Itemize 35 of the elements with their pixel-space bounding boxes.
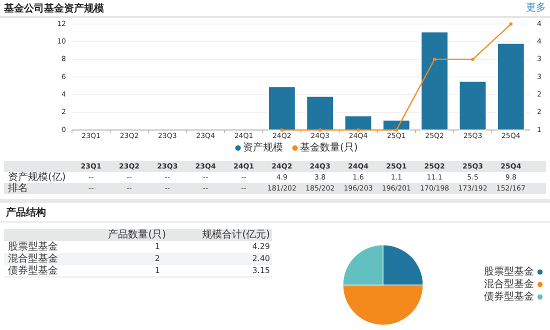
category-label: 混合型基金: [8, 252, 58, 265]
legend-label: 基金数量(只): [300, 142, 358, 154]
legend-label: 资产规模: [243, 142, 283, 154]
data-label: 4.29: [252, 242, 270, 252]
point: [356, 128, 360, 132]
point: [471, 58, 474, 61]
legend-label: 混合型基金: [484, 278, 534, 290]
bar: [458, 81, 487, 130]
text: 排名: [8, 182, 28, 194]
text: 更多: [526, 2, 546, 14]
point: [509, 22, 513, 26]
data-label: 2.40: [252, 254, 270, 264]
data-label: 1: [154, 266, 160, 276]
category-label: 债券型基金: [8, 264, 58, 277]
point: [318, 128, 322, 132]
bar: [497, 43, 525, 130]
data-label: 3.15: [252, 266, 270, 276]
series-label: 产品数量(只): [108, 228, 166, 241]
bar: [382, 120, 410, 130]
point: [394, 128, 398, 132]
legend-label: 股票型基金: [484, 266, 534, 278]
bar: [420, 32, 448, 130]
data-label: 2: [154, 254, 160, 264]
text: 资产规模(亿): [8, 171, 66, 184]
category-label: 股票型基金: [8, 240, 58, 253]
bar: [344, 115, 372, 130]
bar: [268, 86, 296, 130]
point: [280, 128, 284, 132]
text: 产品结构: [5, 206, 46, 219]
chart-title: 基金公司基金资产规模: [3, 2, 105, 15]
data-label: 1: [154, 242, 160, 252]
point: [432, 58, 436, 61]
text: 规模合计(亿元): [202, 228, 270, 241]
legend-label: 债券型基金: [484, 290, 534, 303]
bar: [306, 96, 334, 130]
